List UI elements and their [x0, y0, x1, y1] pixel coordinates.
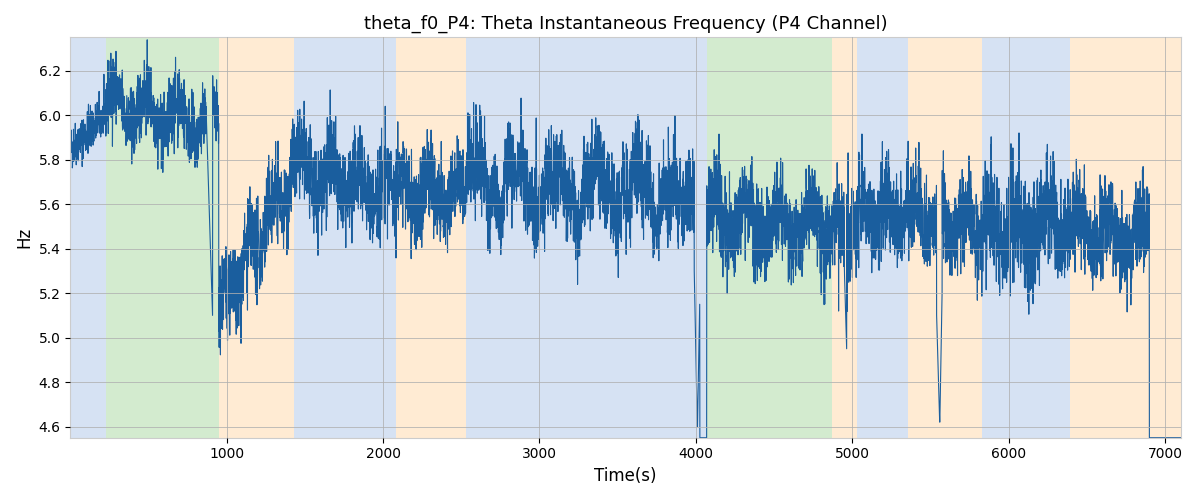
- Bar: [1069, 38, 1181, 438]
- Bar: [396, 38, 466, 438]
- Bar: [908, 38, 982, 438]
- Title: theta_f0_P4: Theta Instantaneous Frequency (P4 Channel): theta_f0_P4: Theta Instantaneous Frequen…: [364, 15, 887, 34]
- Bar: [107, 38, 218, 438]
- Bar: [832, 38, 857, 438]
- Bar: [676, 38, 698, 438]
- Bar: [707, 38, 832, 438]
- Bar: [71, 38, 107, 438]
- X-axis label: Time(s): Time(s): [594, 467, 656, 485]
- Bar: [982, 38, 1069, 438]
- Bar: [218, 38, 294, 438]
- Y-axis label: Hz: Hz: [16, 227, 34, 248]
- Bar: [294, 38, 396, 438]
- Bar: [857, 38, 908, 438]
- Bar: [698, 38, 707, 438]
- Bar: [466, 38, 676, 438]
